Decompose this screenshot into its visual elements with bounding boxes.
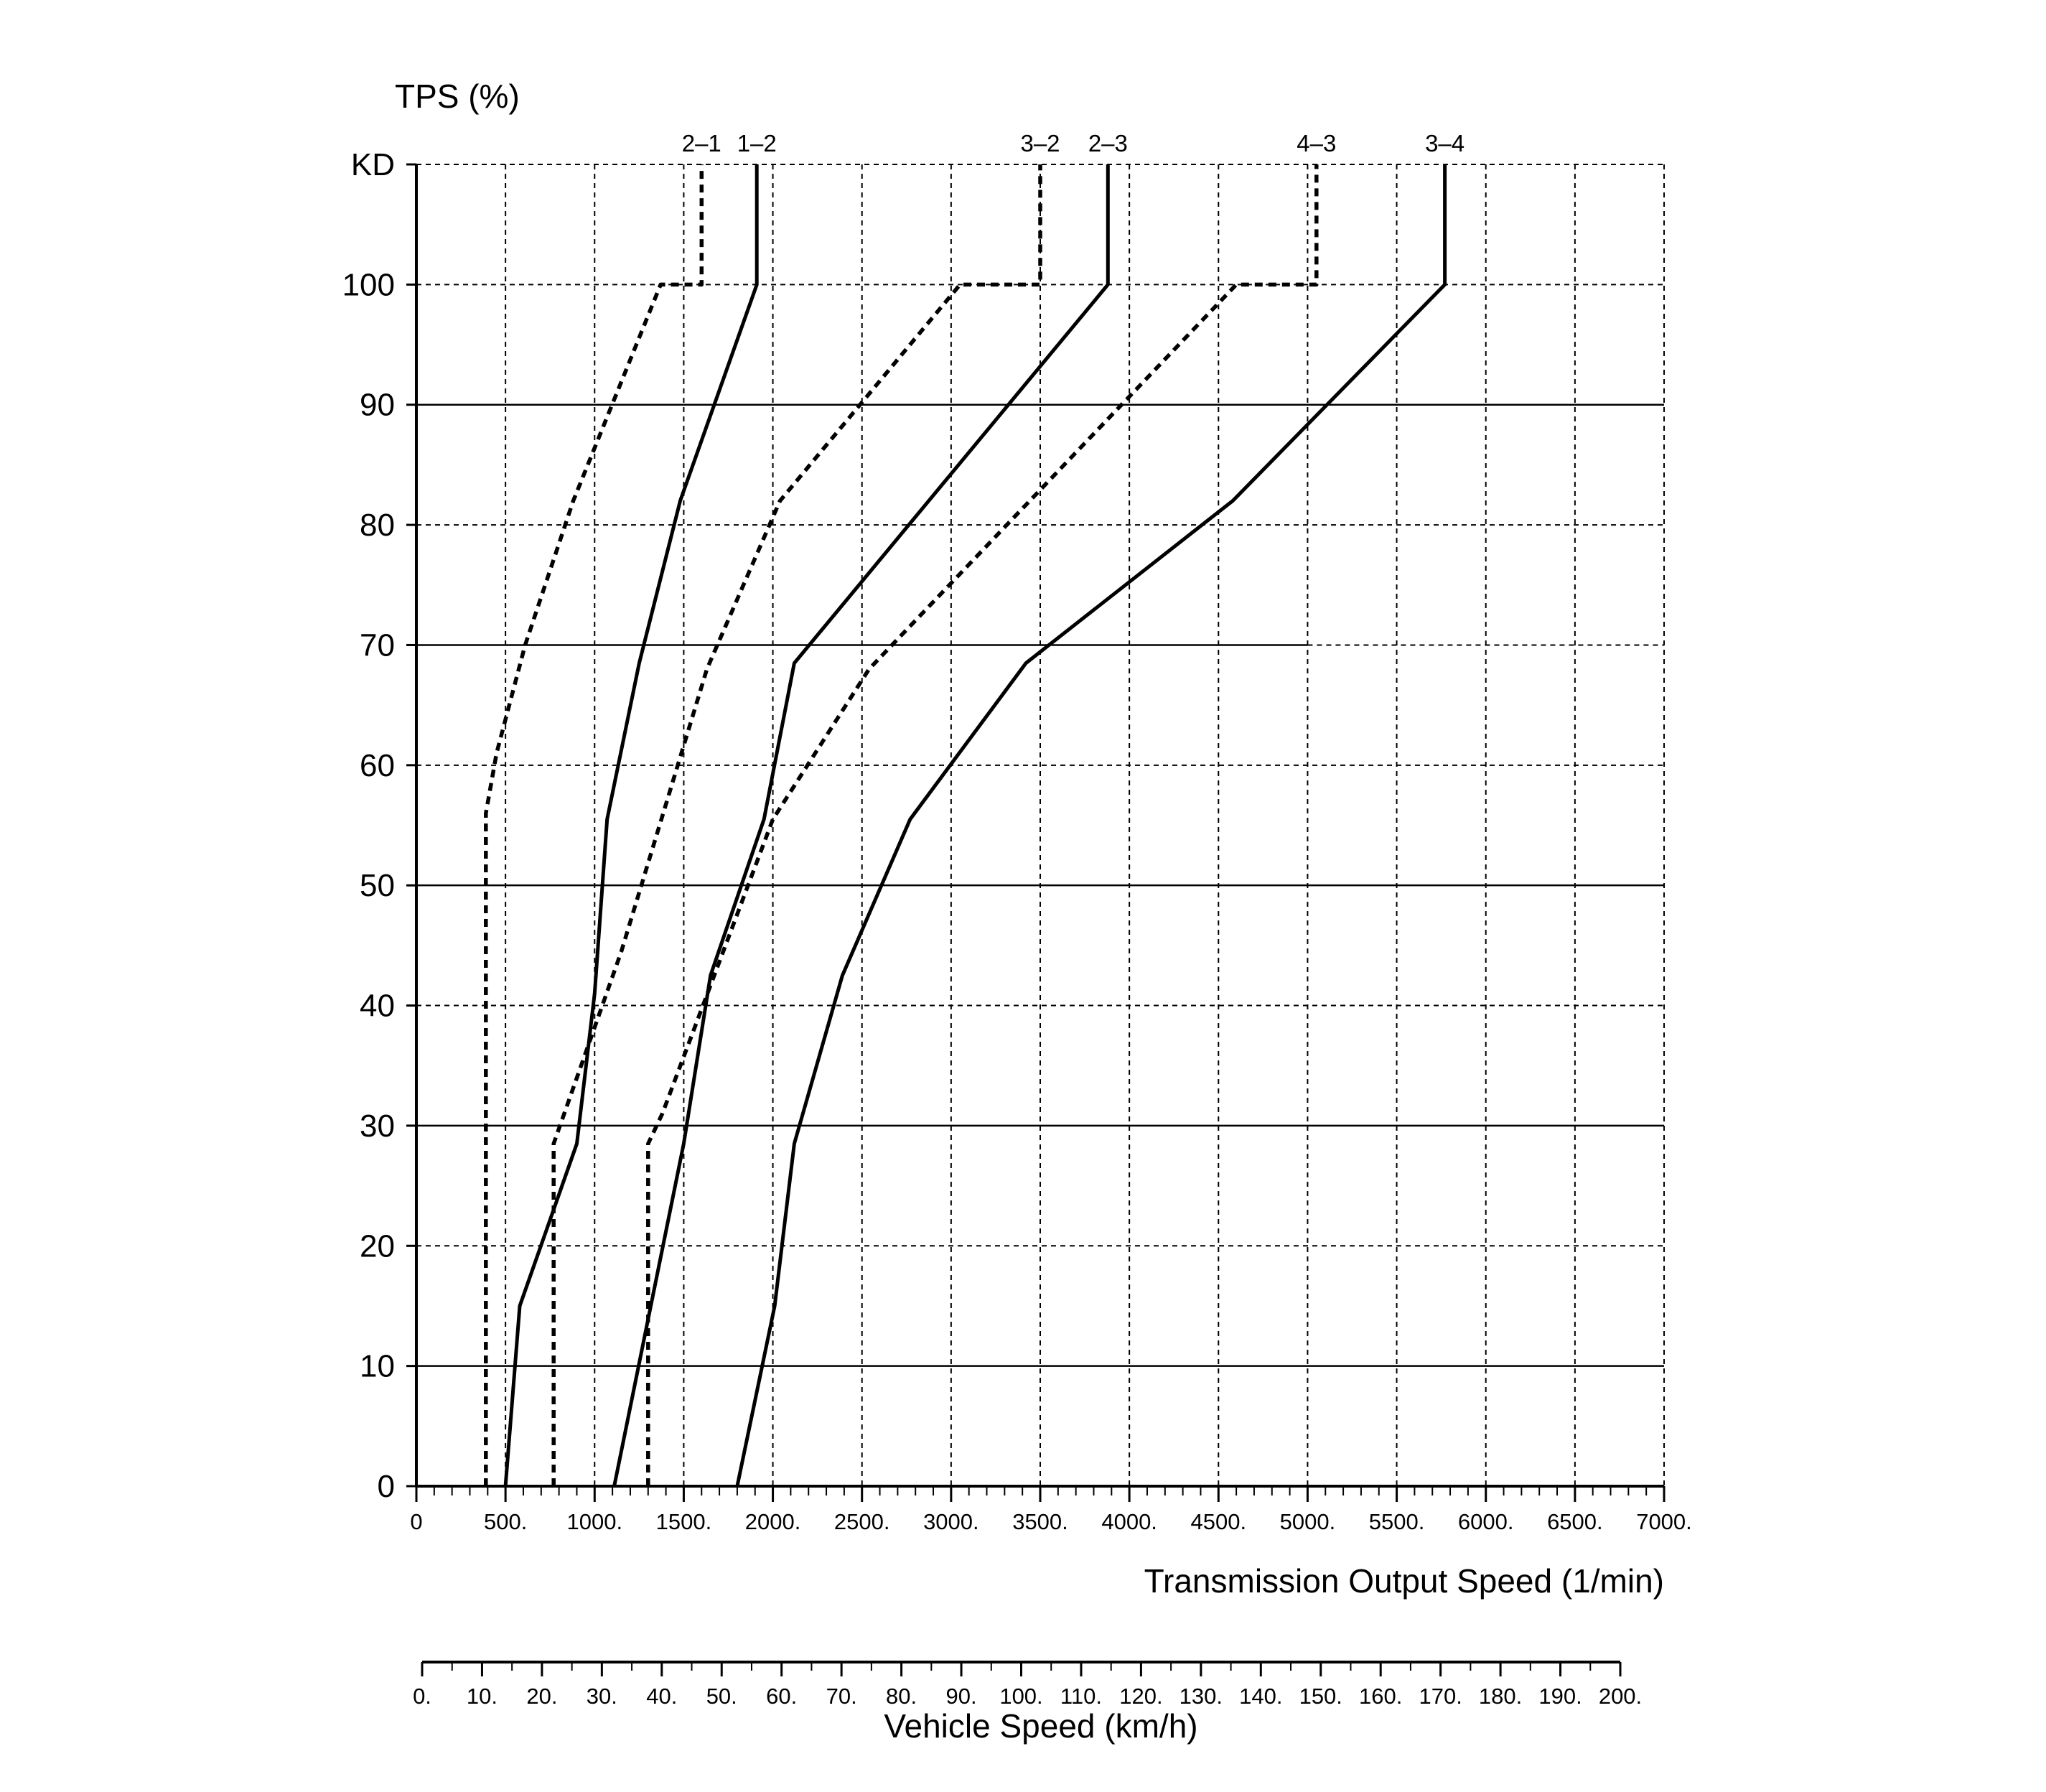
y-tick-label: 70: [360, 627, 395, 663]
y-tick-label: 60: [360, 748, 395, 783]
series-line-2-1: [484, 164, 704, 1486]
grid: [416, 164, 1665, 1486]
y-tick-label: 90: [360, 388, 395, 423]
x2-tick-label: 120.: [1119, 1684, 1162, 1709]
x2-tick-label: 170.: [1419, 1684, 1462, 1709]
x-tick-label: 4000.: [1101, 1509, 1157, 1534]
series-line-1-2: [503, 164, 759, 1487]
series-line-4-3: [646, 164, 1319, 1486]
x2-axis-title: Vehicle Speed (km/h): [884, 1707, 1197, 1745]
x2-tick-label: 80.: [886, 1684, 917, 1709]
x2-tick-label: 140.: [1239, 1684, 1282, 1709]
x-tick-label: 3500.: [1012, 1509, 1068, 1534]
x-tick-label: 500.: [484, 1509, 527, 1534]
series-label: 1–2: [737, 130, 777, 157]
x2-tick-label: 30.: [587, 1684, 617, 1709]
series-label: 3–4: [1425, 130, 1465, 157]
y-kd-label: KD: [351, 147, 395, 182]
x2-tick-label: 0.: [413, 1684, 431, 1709]
x2-tick-label: 130.: [1180, 1684, 1223, 1709]
x-tick-label: 7000.: [1636, 1509, 1692, 1534]
series-line-2-3: [612, 164, 1110, 1487]
y-tick-label: 10: [360, 1349, 395, 1384]
x-tick-label: 5500.: [1369, 1509, 1425, 1534]
x-tick-label: 1000.: [566, 1509, 622, 1534]
x2-tick-label: 180.: [1479, 1684, 1522, 1709]
series-label: 3–2: [1020, 130, 1060, 157]
y-tick-label: 100: [342, 267, 395, 302]
x-tick-label: 0: [410, 1509, 422, 1534]
x2-tick-label: 100.: [999, 1684, 1042, 1709]
x2-tick-label: 150.: [1299, 1684, 1342, 1709]
x2-tick-label: 20.: [526, 1684, 557, 1709]
y-tick-label: 80: [360, 508, 395, 543]
y-tick-label: 0: [378, 1469, 395, 1504]
x2-tick-label: 70.: [826, 1684, 857, 1709]
y-tick-label: 50: [360, 868, 395, 903]
y-tick-label: 40: [360, 989, 395, 1024]
series-group: [484, 164, 1447, 1487]
axes: [406, 163, 1666, 1676]
series-line-3-2: [551, 164, 1042, 1486]
x2-tick-label: 40.: [646, 1684, 677, 1709]
x2-tick-label: 200.: [1599, 1684, 1642, 1709]
labels-group: 0 10 20 30 40 50 60 70 80 90 100 KD 0 500. 1000. 1500. 2…: [342, 130, 1692, 1709]
series-line-3-4: [735, 164, 1447, 1487]
x-tick-label: 5000.: [1280, 1509, 1336, 1534]
x-tick-label: 2000.: [745, 1509, 801, 1534]
x-tick-label: 4500.: [1190, 1509, 1246, 1534]
y-tick-label: 20: [360, 1228, 395, 1264]
x-tick-label: 2500.: [834, 1509, 890, 1534]
x2-tick-label: 50.: [706, 1684, 737, 1709]
series-label: 2–1: [682, 130, 721, 157]
y-tick-label: 30: [360, 1109, 395, 1144]
x2-tick-label: 110.: [1060, 1684, 1102, 1709]
x-axis-title: Transmission Output Speed (1/min): [1144, 1562, 1664, 1600]
x-tick-label: 6000.: [1458, 1509, 1514, 1534]
x-tick-label: 6500.: [1547, 1509, 1603, 1534]
x2-tick-label: 10.: [467, 1684, 498, 1709]
x-tick-label: 3000.: [923, 1509, 979, 1534]
x2-tick-label: 190.: [1538, 1684, 1582, 1709]
x2-tick-label: 160.: [1359, 1684, 1402, 1709]
series-label: 2–3: [1088, 130, 1128, 157]
x2-tick-label: 60.: [766, 1684, 797, 1709]
y-axis-title: TPS (%): [395, 78, 520, 115]
x-tick-label: 1500.: [656, 1509, 712, 1534]
x2-tick-label: 90.: [945, 1684, 976, 1709]
series-label: 4–3: [1297, 130, 1336, 157]
